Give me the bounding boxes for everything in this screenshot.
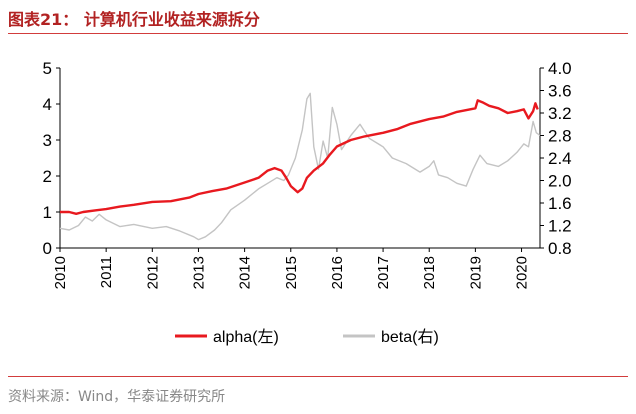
- right-tick-label: 2.4: [548, 149, 572, 168]
- left-tick-label: 3: [43, 131, 52, 150]
- chart-lines: [59, 92, 541, 241]
- x-tick-label: 2011: [98, 256, 115, 288]
- chart-axes: 0 1 2 3 4 5 0.8 1.2 1.6 2.0 2.4 2.8 3.2 3.6 4.0 2010 201…: [43, 59, 572, 289]
- x-tick-label: 2016: [329, 256, 346, 289]
- legend-alpha-label: alpha(左): [213, 328, 279, 346]
- right-tick-label: 2.0: [548, 172, 572, 191]
- right-tick-label: 1.6: [548, 194, 572, 213]
- bottom-rule: [8, 376, 628, 377]
- source-note: 资料来源：Wind，华泰证券研究所: [8, 389, 226, 405]
- right-tick-label: 2.8: [548, 127, 572, 146]
- right-tick-label: 1.2: [548, 217, 572, 236]
- chart-legend: alpha(左) beta(右): [175, 328, 439, 346]
- right-tick-label: 4.0: [548, 59, 572, 78]
- top-rule: [8, 33, 628, 34]
- right-tick-label: 3.2: [548, 104, 572, 123]
- legend-beta-label: beta(右): [381, 328, 439, 346]
- right-tick-label: 0.8: [548, 239, 572, 258]
- x-tick-label: 2015: [283, 256, 300, 289]
- right-tick-label: 3.6: [548, 82, 572, 101]
- alpha-series-line: [60, 99, 539, 215]
- left-tick-label: 1: [43, 203, 52, 222]
- x-tick-label: 2013: [190, 256, 207, 289]
- x-tick-label: 2012: [144, 256, 161, 289]
- figure-title: 图表21： 计算机行业收益来源拆分: [8, 10, 260, 29]
- left-tick-label: 4: [43, 95, 52, 114]
- left-tick-label: 0: [43, 239, 52, 258]
- x-tick-label: 2010: [52, 256, 69, 289]
- x-tick-label: 2020: [514, 256, 531, 289]
- x-tick-label: 2018: [421, 256, 438, 289]
- x-tick-label: 2019: [467, 256, 484, 289]
- beta-series-line: [59, 92, 541, 241]
- left-tick-label: 5: [43, 59, 52, 78]
- left-tick-label: 2: [43, 167, 52, 186]
- x-tick-label: 2017: [375, 256, 392, 289]
- line-chart: 0 1 2 3 4 5 0.8 1.2 1.6 2.0 2.4 2.8 3.2 3.6 4.0 2010 201…: [43, 59, 572, 346]
- x-tick-label: 2014: [237, 256, 254, 289]
